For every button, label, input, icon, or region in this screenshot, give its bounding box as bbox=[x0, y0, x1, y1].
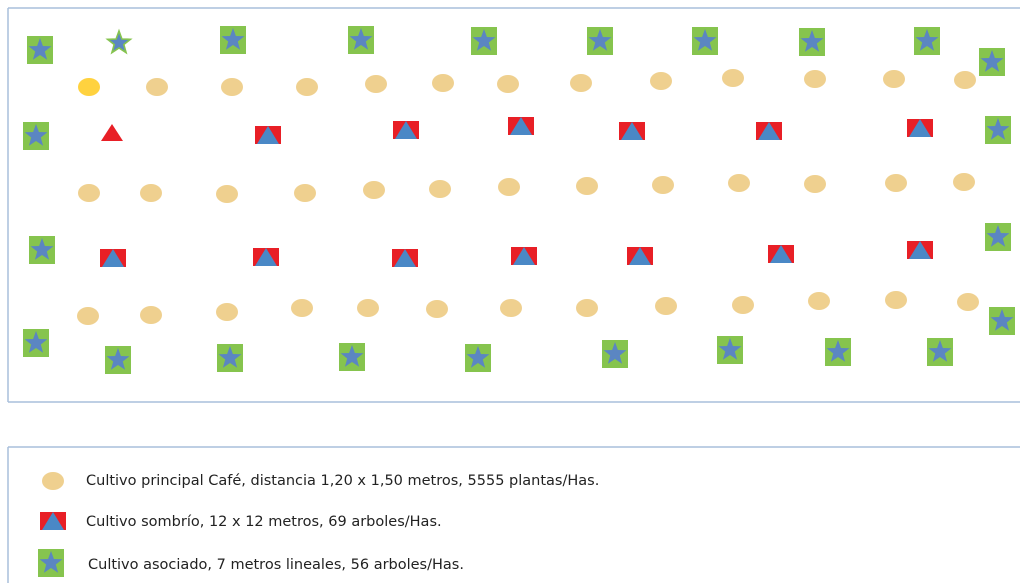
coffee-plant-r4-8 bbox=[576, 177, 598, 195]
coffee-plant-r2-4 bbox=[296, 78, 318, 96]
shade-plant-r5-7 bbox=[907, 241, 933, 259]
coffee-plant-r6-9 bbox=[655, 297, 677, 315]
shade-plant-r3-7 bbox=[907, 119, 933, 137]
associated-plant-r1-8 bbox=[799, 28, 825, 56]
coffee-plant-r6-11 bbox=[808, 292, 830, 310]
associated-plant-r1-5 bbox=[471, 27, 497, 55]
coffee-plant-r2-11 bbox=[804, 70, 826, 88]
coffee-plant-r6-13 bbox=[957, 293, 979, 311]
coffee-plant-r4-2 bbox=[140, 184, 162, 202]
legend-shade-icon bbox=[40, 512, 66, 530]
coffee-plant-r2-3 bbox=[221, 78, 243, 96]
coffee-plant-r4-3 bbox=[216, 185, 238, 203]
legend-label-coffee: Cultivo principal Café, distancia 1,20 x… bbox=[86, 473, 599, 489]
shade-plant-r3-4 bbox=[508, 117, 534, 135]
associated-plant-r5-9 bbox=[985, 223, 1011, 251]
associated-plant-r7-8 bbox=[825, 338, 851, 366]
coffee-plant-r4-5 bbox=[363, 181, 385, 199]
associated-plant-r7-2 bbox=[105, 346, 131, 374]
coffee-plant-r4-13 bbox=[953, 173, 975, 191]
coffee-plant-r2-9 bbox=[650, 72, 672, 90]
associated-plant-r1-6 bbox=[587, 27, 613, 55]
shade-plant-r5-1 bbox=[100, 249, 126, 267]
legend-label-shade: Cultivo sombrío, 12 x 12 metros, 69 arbo… bbox=[86, 514, 442, 530]
coffee-plant-r6-10 bbox=[732, 296, 754, 314]
coffee-plant-r2-8 bbox=[570, 74, 592, 92]
legend: Cultivo principal Café, distancia 1,20 x… bbox=[7, 446, 1020, 583]
coffee-plant-r6-7 bbox=[500, 299, 522, 317]
associated-plant-r7-5 bbox=[465, 344, 491, 372]
shade-plant-r3-2 bbox=[255, 126, 281, 144]
associated-plant-r1-1 bbox=[27, 36, 53, 64]
coffee-plant-r6-6 bbox=[426, 300, 448, 318]
shade-plant-r5-5 bbox=[627, 247, 653, 265]
coffee-plant-r4-10 bbox=[728, 174, 750, 192]
associated-plant-r1-7 bbox=[692, 27, 718, 55]
associated-plant-r3-9 bbox=[985, 116, 1011, 144]
shade-plant-r3-6 bbox=[756, 122, 782, 140]
legend-associated-icon bbox=[38, 549, 64, 577]
shade-plant-r5-2 bbox=[253, 248, 279, 266]
associated-plant-r7-6 bbox=[602, 340, 628, 368]
coffee-plant-r6-8 bbox=[576, 299, 598, 317]
coffee-plant-r2-5 bbox=[365, 75, 387, 93]
associated-plant-r7-3 bbox=[217, 344, 243, 372]
coffee-plant-r2-2 bbox=[146, 78, 168, 96]
coffee-plant-r6-12 bbox=[885, 291, 907, 309]
shade-plant-r5-4 bbox=[511, 247, 537, 265]
coffee-plant-r4-4 bbox=[294, 184, 316, 202]
associated-plant-r7-7 bbox=[717, 336, 743, 364]
shade-plant-r3-1 bbox=[101, 124, 123, 141]
associated-plant-r7-10 bbox=[989, 307, 1015, 335]
shade-plant-r5-6 bbox=[768, 245, 794, 263]
associated-plant-r3-8 bbox=[23, 122, 49, 150]
associated-plant-r7-1 bbox=[23, 329, 49, 357]
coffee-plant-r6-3 bbox=[216, 303, 238, 321]
coffee-plant-r2-10 bbox=[722, 69, 744, 87]
associated-plant-r1-4 bbox=[348, 26, 374, 54]
associated-plant-r1-9 bbox=[914, 27, 940, 55]
associated-plant-r7-4 bbox=[339, 343, 365, 371]
plot-area bbox=[7, 7, 1020, 403]
coffee-plant-r4-11 bbox=[804, 175, 826, 193]
associated-plant-r1-2 bbox=[105, 28, 133, 55]
associated-plant-r1-3 bbox=[220, 26, 246, 54]
coffee-plant-r4-9 bbox=[652, 176, 674, 194]
coffee-plant-r2-13 bbox=[954, 71, 976, 89]
plot-markers bbox=[23, 26, 1015, 374]
coffee-plant-r6-5 bbox=[357, 299, 379, 317]
shade-plant-r3-3 bbox=[393, 121, 419, 139]
coffee-plant-r2-6 bbox=[432, 74, 454, 92]
coffee-plant-r2-7 bbox=[497, 75, 519, 93]
coffee-plant-r6-4 bbox=[291, 299, 313, 317]
shade-plant-r5-3 bbox=[392, 249, 418, 267]
legend-label-associated: Cultivo asociado, 7 metros lineales, 56 … bbox=[88, 557, 464, 573]
associated-plant-r1-10 bbox=[979, 48, 1005, 76]
legend-icons bbox=[38, 472, 66, 577]
shade-plant-r3-5 bbox=[619, 122, 645, 140]
coffee-plant-r4-1 bbox=[78, 184, 100, 202]
coffee-plant-r4-12 bbox=[885, 174, 907, 192]
coffee-plant-r4-7 bbox=[498, 178, 520, 196]
coffee-plant-r4-6 bbox=[429, 180, 451, 198]
legend-coffee-icon bbox=[42, 472, 64, 490]
associated-plant-r5-8 bbox=[29, 236, 55, 264]
coffee-plant-r6-2 bbox=[140, 306, 162, 324]
coffee-plant-r2-1 bbox=[78, 78, 100, 96]
coffee-plant-r2-12 bbox=[883, 70, 905, 88]
coffee-plant-r6-1 bbox=[77, 307, 99, 325]
associated-plant-r7-9 bbox=[927, 338, 953, 366]
